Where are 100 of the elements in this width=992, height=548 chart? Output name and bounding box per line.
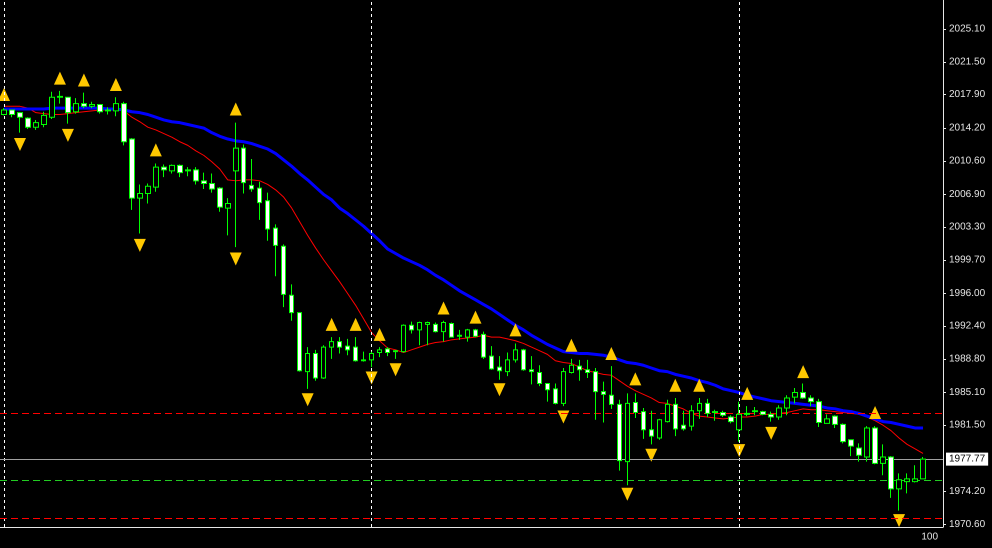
candlestick	[728, 414, 734, 424]
candlestick	[776, 404, 782, 420]
candlestick	[681, 410, 686, 432]
candlestick	[529, 356, 534, 385]
candlestick	[625, 392, 630, 486]
candlestick	[768, 411, 774, 422]
candlestick	[864, 426, 870, 462]
ref-line-label: 1977.77	[949, 454, 986, 465]
candlestick	[161, 164, 167, 178]
candlestick	[441, 320, 446, 342]
point	[893, 514, 906, 528]
point	[493, 383, 506, 396]
candlestick	[832, 414, 838, 428]
candlestick	[65, 96, 71, 124]
candlestick	[81, 92, 87, 109]
point	[645, 448, 658, 462]
candlestick	[649, 410, 654, 445]
candlestick	[505, 352, 510, 377]
candlestick	[449, 322, 454, 338]
candlestick	[800, 382, 806, 400]
candlestick	[33, 119, 39, 130]
candlestick	[601, 381, 606, 424]
candlestick	[145, 183, 151, 204]
candlestick	[153, 163, 159, 192]
candlestick	[273, 224, 278, 277]
candlestick	[920, 456, 926, 480]
candlestick	[137, 184, 143, 234]
candlestick	[17, 112, 23, 134]
candlestick	[385, 346, 390, 357]
candlestick	[313, 349, 318, 382]
y-tick-label: 2010.60	[949, 155, 986, 166]
y-tick-label: 2017.90	[949, 88, 986, 100]
point	[438, 302, 450, 315]
candlestick	[705, 398, 710, 418]
candlestick	[353, 336, 358, 362]
point	[350, 318, 362, 331]
point	[765, 426, 778, 440]
candlestick	[792, 387, 798, 404]
candlestick	[169, 164, 175, 174]
candlestick	[816, 398, 822, 428]
candlestick	[585, 359, 590, 378]
candlestick	[25, 116, 31, 130]
point	[733, 444, 746, 458]
point	[374, 328, 386, 341]
candlestick	[808, 394, 814, 407]
candlestick	[872, 426, 878, 465]
candlestick	[720, 410, 726, 418]
point	[565, 338, 578, 352]
point	[14, 138, 26, 151]
candlestick	[824, 414, 830, 424]
candlestick	[697, 397, 702, 420]
candlestick	[712, 409, 718, 422]
point	[621, 488, 634, 501]
candlestick	[345, 338, 350, 356]
candlestick	[593, 367, 598, 420]
point	[869, 406, 882, 420]
candlestick	[305, 346, 310, 390]
candlestick	[912, 464, 918, 483]
y-tick-label: 2014.20	[949, 122, 986, 134]
candlestick	[577, 359, 582, 382]
point	[509, 323, 522, 336]
candlestick	[473, 328, 478, 338]
candlestick	[361, 351, 366, 362]
point	[110, 78, 122, 91]
candlestick	[265, 192, 270, 242]
candlestick	[561, 367, 566, 407]
point	[797, 365, 810, 378]
candlestick	[337, 336, 342, 354]
candlestick	[537, 364, 542, 387]
y-tick-label: 2006.90	[949, 188, 986, 200]
point	[54, 72, 66, 85]
candlestick	[121, 101, 127, 146]
candlestick	[481, 331, 486, 360]
y-tick-label: 1992.40	[949, 320, 986, 332]
candlestick	[465, 328, 470, 342]
point	[557, 410, 570, 424]
y-tick-label: 1974.20	[949, 486, 986, 498]
candlestick	[49, 91, 55, 120]
candlestick	[401, 324, 406, 354]
candlestick	[641, 407, 646, 440]
candlestick	[393, 349, 398, 360]
point	[605, 346, 618, 360]
candlestick	[521, 348, 526, 372]
candlestick	[241, 144, 246, 194]
candlestick	[289, 284, 294, 322]
candlestick	[1, 108, 7, 116]
candlestick	[760, 410, 766, 416]
candlestick	[896, 472, 902, 512]
candlestick	[281, 244, 286, 308]
y-tick-label: 1996.00	[949, 288, 986, 299]
candlestick	[257, 181, 262, 220]
candlestick	[177, 164, 183, 178]
y-tick-label: 2025.10	[949, 24, 986, 35]
point	[230, 102, 242, 116]
candlestick	[57, 90, 63, 104]
candlestick	[880, 444, 886, 476]
y-tick-label: 2003.30	[949, 222, 986, 233]
y-tick-label: 1981.50	[949, 420, 986, 431]
candlestick	[97, 104, 103, 114]
y-tick-label: 1985.10	[949, 387, 986, 398]
